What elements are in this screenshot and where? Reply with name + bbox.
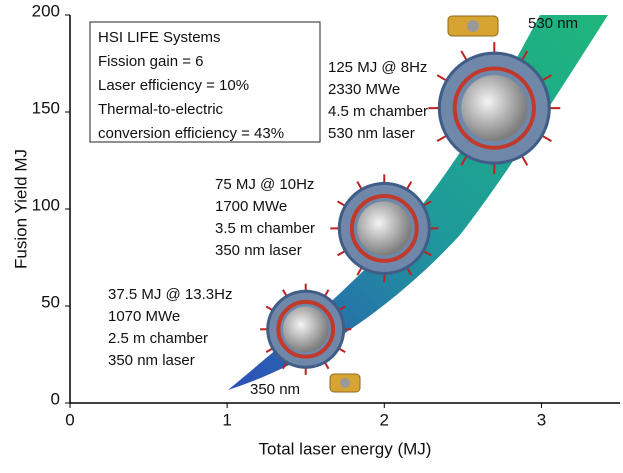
info-text: Thermal-to-electric [98,101,224,118]
annotation: 350 nm laser [215,242,302,259]
y-tick-label: 50 [41,292,60,311]
y-tick-label: 200 [32,1,60,20]
annotation: 2.5 m chamber [108,330,208,347]
chamber-core [282,306,329,353]
annotation: 75 MJ @ 10Hz [215,176,314,193]
chamber-ring [349,194,419,263]
x-tick-label: 1 [222,410,231,429]
chamber-ring [276,299,336,359]
y-axis-label: Fusion Yield MJ [11,149,30,269]
beam-icon [329,15,499,393]
annotation: 2330 MWe [328,81,400,98]
info-box [89,21,321,143]
x-tick-label: 0 [65,410,74,429]
annotation: 4.5 m chamber [328,103,428,120]
y-tick-label: 0 [51,389,60,408]
annotation: 1700 MWe [215,198,287,215]
annotation: 3.5 m chamber [215,220,315,237]
wavelength-label: 530 nm [528,15,578,32]
x-axis-label: Total laser energy (MJ) [259,439,432,458]
annotation: 37.5 MJ @ 13.3Hz [108,286,232,303]
chamber-core [357,201,412,256]
y-tick-label: 100 [32,195,60,214]
chamber-ring [452,66,536,150]
info-text: conversion efficiency = 43% [98,125,284,142]
annotation: 350 nm laser [108,352,195,369]
x-tick-label: 3 [537,410,546,429]
y-tick-label: 150 [32,98,60,117]
info-text: Laser efficiency = 10% [98,77,249,94]
info-text: HSI LIFE Systems [98,29,221,46]
info-text: Fission gain = 6 [98,53,203,70]
annotation: 1070 MWe [108,308,180,325]
chamber-core [461,75,528,142]
wavelength-label: 350 nm [250,381,300,398]
x-tick-label: 2 [380,410,389,429]
annotation: 530 nm laser [328,125,415,142]
annotation: 125 MJ @ 8Hz [328,59,427,76]
